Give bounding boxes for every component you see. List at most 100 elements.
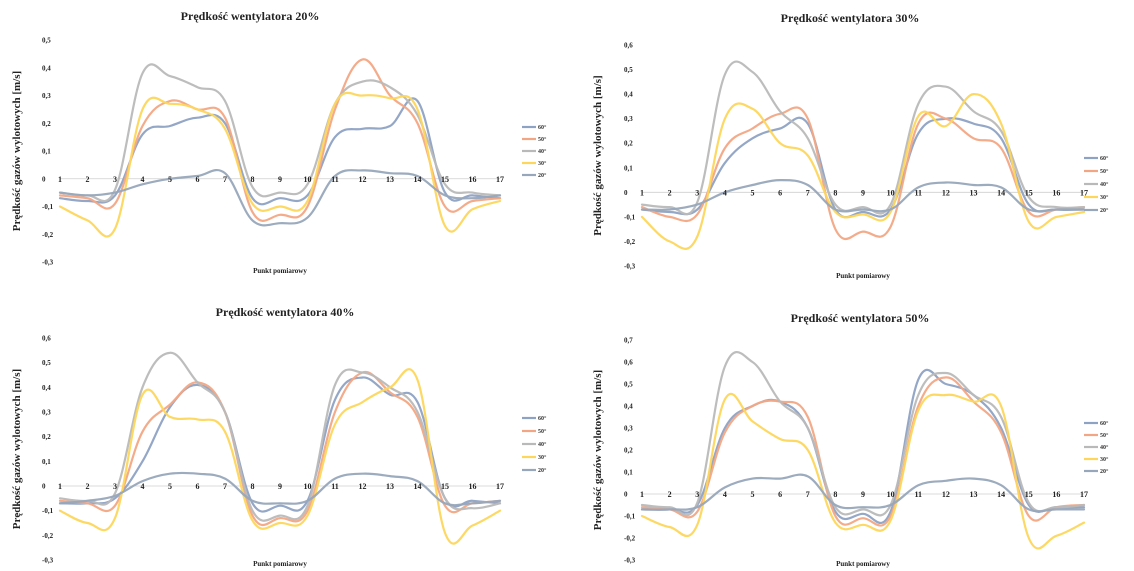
x-tick-label: 16	[1052, 490, 1060, 499]
series-line-50deg	[58, 370, 502, 527]
x-tick-label: 8	[251, 482, 255, 491]
x-tick-label: 17	[496, 175, 504, 184]
y-tick-label: -0,2	[42, 231, 54, 239]
x-tick-label: 8	[833, 188, 837, 197]
x-tick-label: 5	[751, 188, 755, 197]
y-tick-label: -0,1	[42, 203, 54, 211]
x-tick-label: 6	[778, 490, 782, 499]
x-tick-label: 1	[58, 482, 62, 491]
legend-label: 60°	[1100, 155, 1109, 162]
x-tick-label: 11	[331, 175, 339, 184]
y-tick-label: 0,2	[624, 447, 633, 455]
chart-panel-1: Prędkość wentylatora 20% Prędkość gazów w…	[11, 9, 547, 275]
x-tick-label: 17	[496, 482, 504, 491]
chart-title: Prędkość wentylatora 50%	[791, 311, 930, 325]
x-axis-label: Punkt pomiarowy	[836, 272, 890, 280]
y-tick-label: -0,1	[42, 507, 54, 515]
y-tick-label: -0,2	[624, 238, 636, 246]
x-tick-label: 3	[695, 188, 699, 197]
y-tick-label: 0,5	[624, 66, 633, 74]
series-line-20deg	[58, 169, 502, 227]
x-tick-label: 4	[141, 175, 145, 184]
x-tick-label: 2	[86, 175, 90, 184]
x-tick-label: 4	[141, 482, 145, 491]
series-line-20deg	[58, 471, 502, 507]
x-tick-label: 6	[778, 188, 782, 197]
y-tick-label: 0,2	[42, 433, 51, 441]
y-tick-label: 0,2	[42, 120, 51, 128]
y-tick-label: -0,1	[624, 513, 636, 521]
legend-label: 20°	[1100, 468, 1109, 475]
x-tick-label: 14	[997, 188, 1005, 197]
legend-label: 50°	[538, 428, 547, 435]
y-tick-label: 0,5	[42, 37, 51, 45]
x-tick-label: 15	[1025, 188, 1033, 197]
x-tick-label: 2	[668, 490, 672, 499]
x-tick-label: 12	[359, 482, 367, 491]
chart-panel-3: Prędkość wentylatora 40% Prędkość gazów w…	[11, 305, 547, 568]
x-axis-label: Punkt pomiarowy	[253, 560, 307, 568]
y-tick-label: 0,3	[624, 115, 633, 123]
x-tick-label: 14	[414, 175, 422, 184]
series-line-50deg	[58, 58, 502, 222]
y-axis-label: Prędkość gazów wylotowych [m/s]	[11, 71, 23, 231]
series-line-30deg	[640, 392, 1086, 550]
series-line-50deg	[640, 376, 1086, 527]
y-tick-label: -0,3	[42, 259, 54, 267]
y-axis-label: Prędkość gazów wylotowych [m/s]	[592, 75, 604, 235]
x-tick-label: 1	[640, 188, 644, 197]
x-tick-label: 2	[668, 188, 672, 197]
x-tick-label: 12	[942, 188, 950, 197]
x-tick-label: 1	[640, 490, 644, 499]
chart-panel-4: Prędkość wentylatora 50% Prędkość gazów w…	[592, 311, 1109, 568]
y-tick-label: 0,3	[42, 409, 51, 417]
x-tick-label: 7	[806, 490, 810, 499]
legend-label: 50°	[1100, 432, 1109, 439]
x-tick-label: 7	[806, 188, 810, 197]
x-tick-label: 11	[914, 188, 922, 197]
x-tick-label: 3	[695, 490, 699, 499]
legend-label: 30°	[538, 160, 547, 167]
x-tick-label: 2	[86, 482, 90, 491]
y-tick-label: -0,1	[624, 213, 636, 221]
y-axis-label: Prędkość gazów wylotowych [m/s]	[11, 369, 23, 529]
legend-label: 40°	[1100, 181, 1109, 188]
y-tick-label: 0	[624, 189, 628, 197]
series-line-60deg	[640, 116, 1086, 219]
chart-title: Prędkość wentylatora 20%	[181, 9, 320, 23]
x-tick-label: 10	[304, 175, 312, 184]
series-line-30deg	[58, 91, 502, 238]
x-tick-label: 8	[251, 175, 255, 184]
y-tick-label: -0,3	[624, 557, 636, 565]
y-tick-label: 0	[42, 175, 46, 183]
legend-label: 60°	[538, 124, 547, 131]
x-tick-label: 15	[1025, 490, 1033, 499]
legend-label: 50°	[1100, 168, 1109, 175]
y-tick-label: 0,4	[624, 91, 633, 99]
y-tick-label: 0,4	[624, 403, 633, 411]
y-tick-label: 0,2	[624, 140, 633, 148]
legend-label: 30°	[538, 454, 547, 461]
y-tick-label: 0,3	[624, 425, 633, 433]
y-tick-label: 0,1	[624, 469, 633, 477]
x-tick-label: 17	[1080, 188, 1088, 197]
legend-label: 60°	[538, 415, 547, 422]
x-axis-label: Punkt pomiarowy	[253, 267, 307, 275]
chart-panel-2: Prędkość wentylatora 30% Prędkość gazów w…	[592, 11, 1109, 280]
x-tick-label: 13	[970, 490, 978, 499]
legend-label: 40°	[538, 441, 547, 448]
y-tick-label: 0,5	[42, 359, 51, 367]
x-tick-label: 15	[441, 482, 449, 491]
y-tick-label: 0,1	[624, 164, 633, 172]
legend-label: 40°	[538, 148, 547, 155]
y-tick-label: 0,6	[624, 42, 633, 50]
series-line-20deg	[640, 473, 1086, 513]
y-tick-label: -0,2	[624, 535, 636, 543]
y-tick-label: 0,1	[42, 148, 51, 156]
series-line-30deg	[58, 368, 502, 545]
y-tick-label: 0,5	[624, 381, 633, 389]
y-tick-label: -0,3	[624, 263, 636, 271]
y-tick-label: 0	[624, 491, 628, 499]
x-tick-label: 9	[861, 188, 865, 197]
